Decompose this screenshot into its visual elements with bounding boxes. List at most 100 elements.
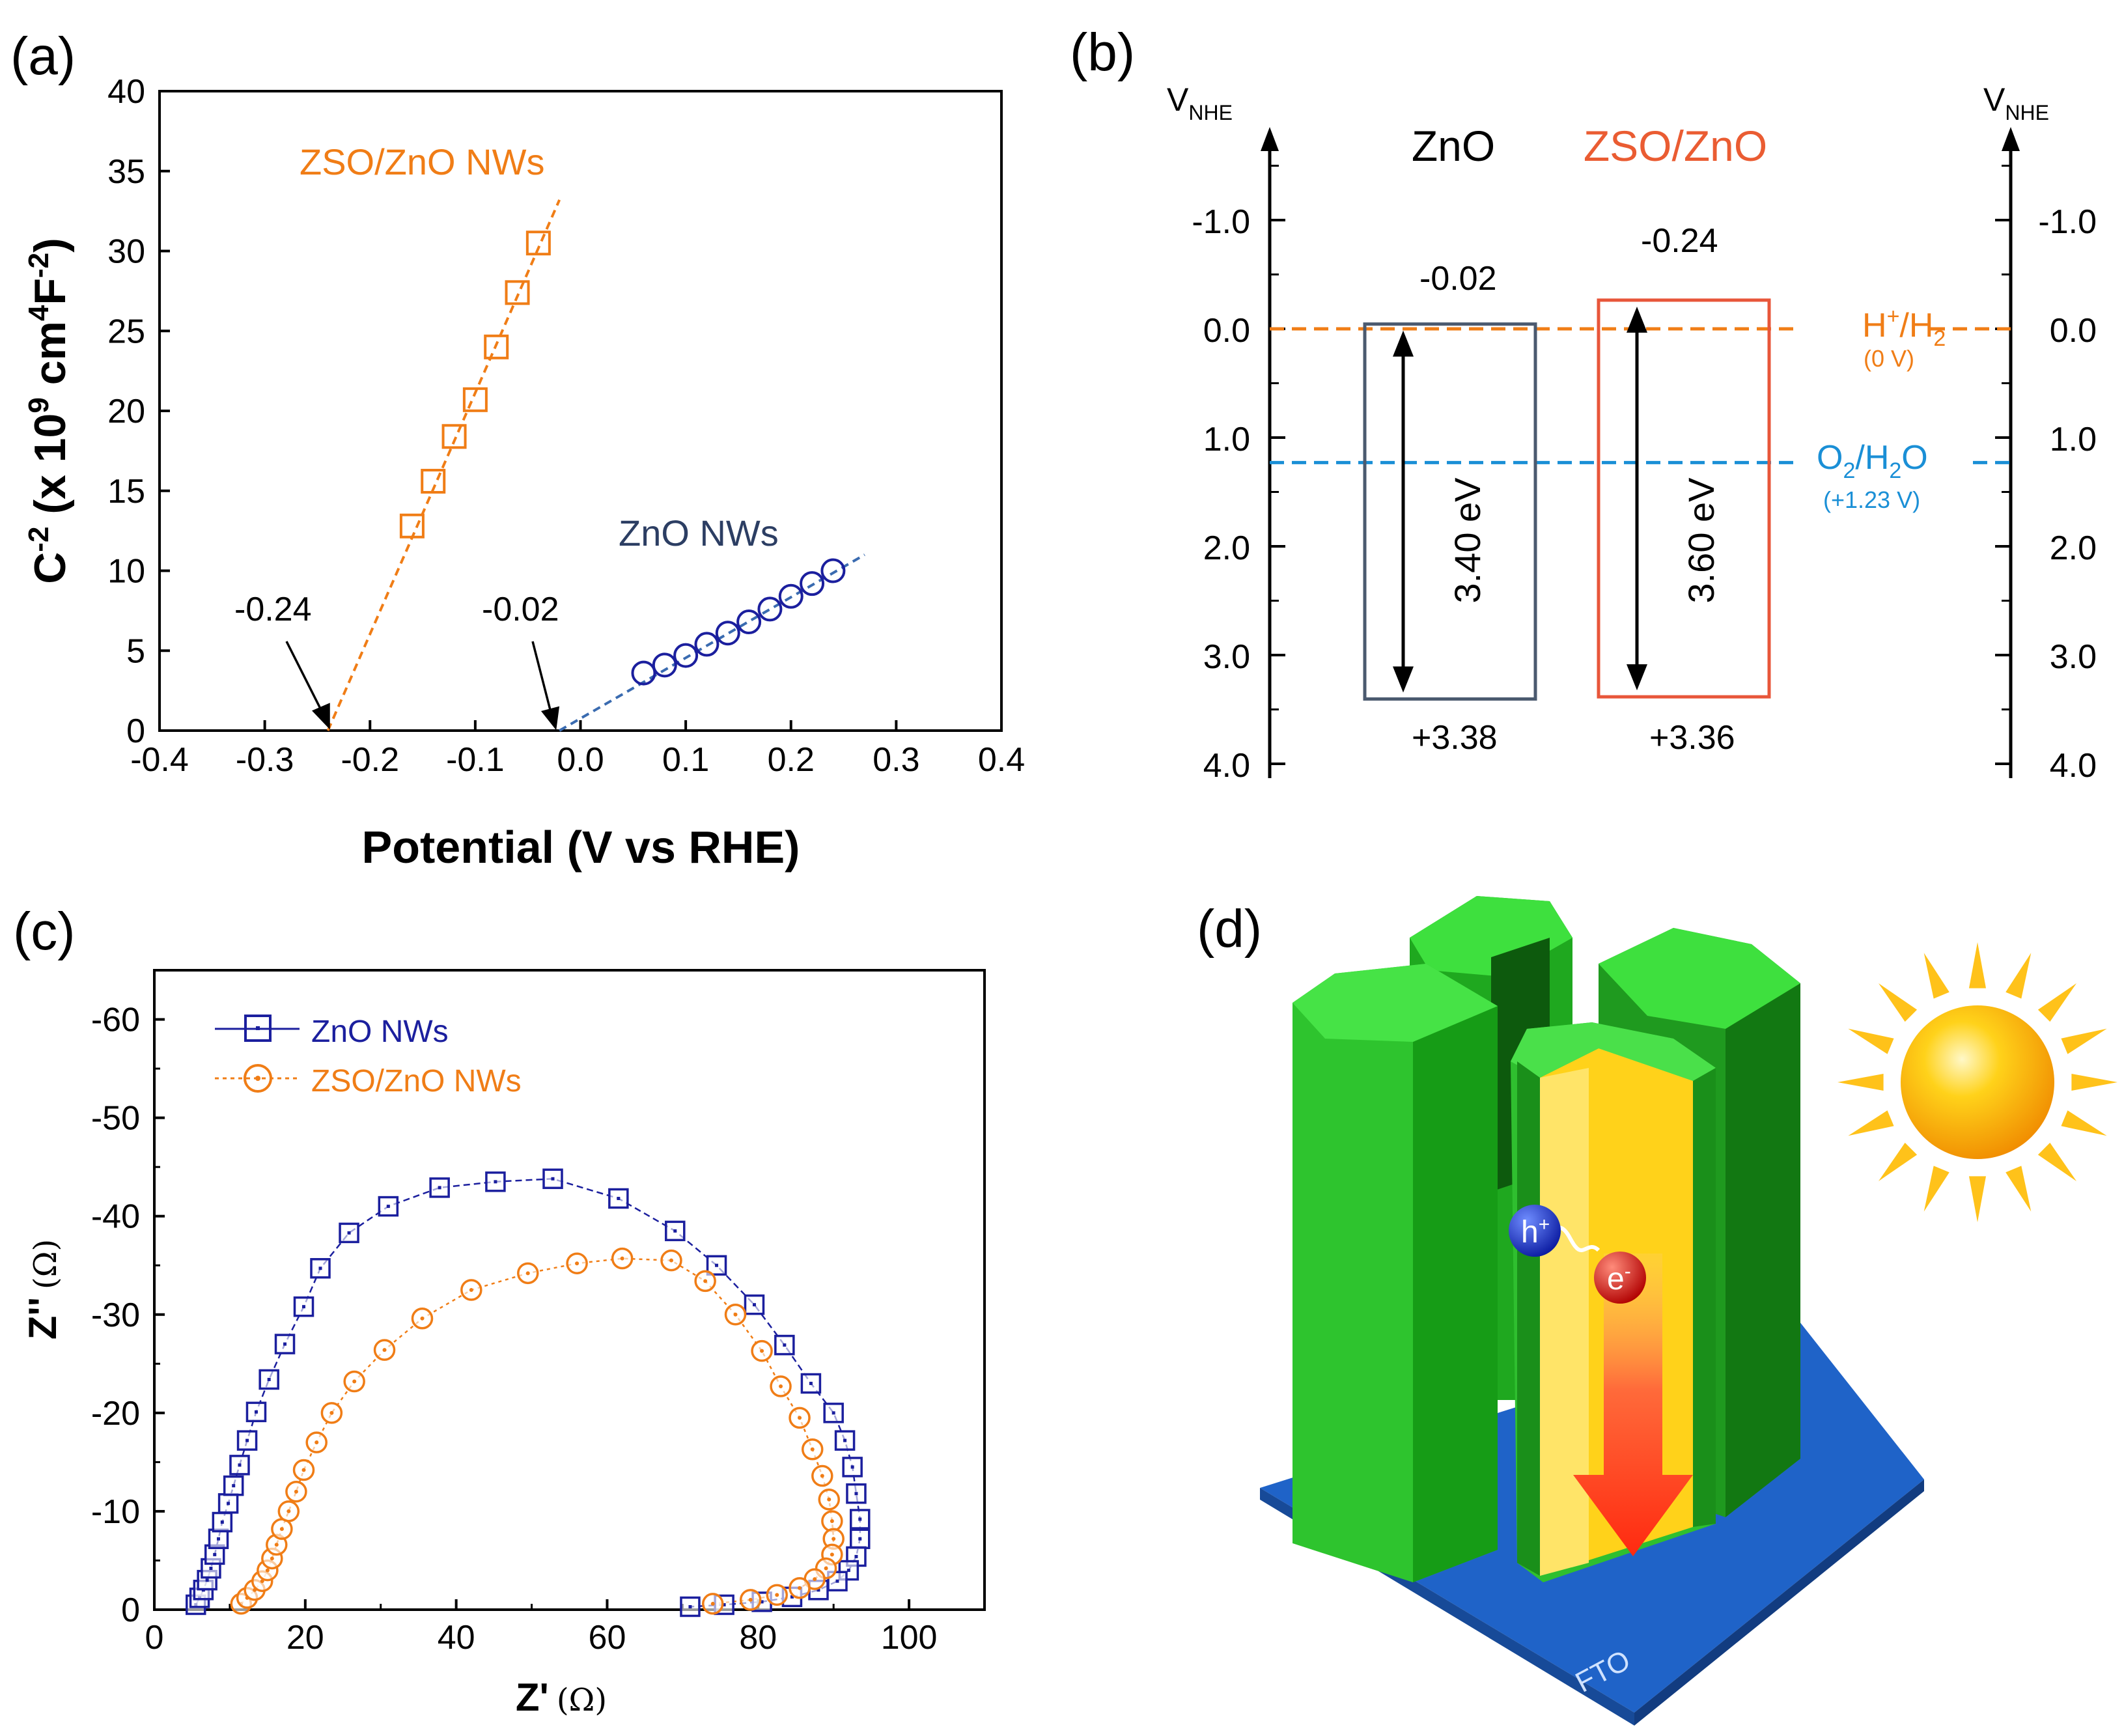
panel-a: (a) -0.4 -0.3 -0.2 -0.1 0.0 0.1 0.2 0.3 0.4 0 5 10… — [10, 27, 1025, 873]
zso-point — [505, 280, 530, 305]
zno-band-box — [1363, 322, 1537, 701]
zso-impedance-point-dot — [274, 1543, 279, 1547]
zno-series-label: ZnO NWs — [619, 512, 779, 553]
zso-point — [525, 231, 551, 256]
a-x-tick-label: 0.4 — [978, 741, 1025, 779]
zno-impedance-point — [680, 1596, 701, 1617]
a-x-tick-label: 0.0 — [557, 741, 604, 779]
panel-b: (b) VNHE -1.0 0.0 1.0 2.0 3.0 4.0 VNHE -1.0 0.… — [1070, 23, 2097, 785]
a-x-tick-label: -0.2 — [341, 741, 399, 779]
right-axis-tick-label: 4.0 — [2050, 747, 2097, 785]
h-level-sublabel: (0 V) — [1864, 345, 1914, 372]
panel-c-plot-frame — [153, 969, 986, 1611]
a-x-tick-label: -0.3 — [236, 741, 294, 779]
zno-impedance-point-dot — [688, 1604, 692, 1608]
zno-impedance-point-dot — [854, 1492, 858, 1496]
zno-impedance-point-dot — [850, 1465, 854, 1469]
nanowire-left — [1293, 964, 1498, 1582]
right-axis-tick-label: 0.0 — [2050, 312, 2097, 350]
zno-impedance-point-dot — [386, 1205, 390, 1209]
zno-impedance-point-dot — [854, 1554, 858, 1558]
zso-impedance-point-dot — [469, 1288, 473, 1292]
a-y-tick-label: 30 — [107, 233, 145, 271]
zno-impedance-point-dot — [232, 1484, 236, 1488]
zso-impedance-point-dot — [760, 1349, 764, 1353]
right-axis-ticks: -1.0 0.0 1.0 2.0 3.0 4.0 — [1995, 165, 2097, 785]
left-axis-tick-label: -1.0 — [1192, 203, 1250, 241]
panel-c-y-axis-title: Z''(Ω) — [21, 1239, 64, 1339]
zso-impedance-point-dot — [831, 1537, 836, 1541]
h-level-label: H+/H2 — [1862, 304, 1946, 351]
electron-icon — [1594, 1252, 1646, 1304]
zno-impedance-point-dot — [843, 1438, 847, 1442]
zno-impedance-point-dot — [752, 1303, 756, 1307]
zno-impedance-point-dot — [831, 1411, 835, 1415]
panel-c-x-ticks: 0 20 40 60 80 100 — [145, 1599, 937, 1657]
zno-impedance-point-dot — [494, 1180, 497, 1184]
c-y-tick-label: 0 — [121, 1591, 140, 1629]
a-x-tick-label: -0.1 — [446, 741, 505, 779]
o-level-sublabel: (+1.23 V) — [1823, 486, 1920, 513]
zso-impedance-point-dot — [265, 1568, 270, 1573]
zso-point — [399, 513, 425, 539]
zso-impedance-point-dot — [748, 1597, 753, 1602]
legend-zso-dot — [255, 1076, 260, 1081]
a-y-tick-label: 40 — [107, 73, 145, 111]
o-level-label: O2/H2O — [1817, 439, 1928, 483]
zno-impedance-point — [834, 1430, 856, 1451]
legend-zno-marker — [244, 1015, 272, 1042]
zno-point — [673, 643, 699, 668]
hole-label: h+ — [1521, 1214, 1550, 1250]
band-gap-arrows — [1393, 306, 1647, 693]
zso-intercept-arrow — [285, 641, 325, 716]
zno-intercept-arrow — [531, 641, 553, 716]
zno-impedance-point-dot — [238, 1463, 242, 1467]
zno-impedance-point — [223, 1475, 244, 1496]
zso-impedance-point-dot — [703, 1279, 708, 1283]
zno-intercept-label: -0.02 — [482, 591, 559, 628]
zno-impedance-point-dot — [809, 1382, 813, 1386]
zno-impedance-point-dot — [673, 1229, 677, 1233]
zso-impedance-point-dot — [710, 1601, 715, 1606]
legend-zso-marker — [244, 1064, 272, 1093]
sun-ray — [2005, 953, 2032, 999]
c-y-tick-label: -50 — [91, 1100, 140, 1138]
zno-impedance-point — [744, 1294, 765, 1315]
zso-cb-label: -0.24 — [1641, 222, 1718, 260]
sun-ray — [1878, 1142, 1918, 1182]
left-axis-ticks: -1.0 0.0 1.0 2.0 3.0 4.0 — [1192, 165, 1285, 785]
zso-impedance-point-dot — [820, 1474, 824, 1478]
zso-impedance-point-dot — [382, 1348, 387, 1352]
right-axis-arrowhead — [2002, 127, 2020, 151]
zso-impedance-point-dot — [779, 1384, 783, 1389]
zno-impedance-point-dot — [817, 1588, 820, 1592]
panel-c: (c) 0 20 40 60 80 100 0 -10 -20 -30 -40 -50 -60 Z'(… — [13, 902, 986, 1719]
nanowire-right-top — [1599, 928, 1800, 1029]
panel-a-x-ticks: -0.4 -0.3 -0.2 -0.1 0.0 0.1 0.2 0.3 0.4 — [130, 720, 1025, 779]
panel-a-fit-lines — [326, 199, 865, 732]
sun-ray — [2005, 1166, 2032, 1212]
nanowire-front-shell-edge — [1517, 1061, 1540, 1576]
a-y-tick-label: 10 — [107, 553, 145, 591]
gap-arrow-head-down — [1393, 666, 1414, 693]
zno-impedance-point-dot — [220, 1520, 224, 1524]
zno-vb-label: +3.38 — [1412, 719, 1498, 757]
zso-impedance-point-dot — [827, 1497, 831, 1502]
zso-impedance-point-dot — [775, 1593, 779, 1597]
zno-impedance-point — [706, 1255, 727, 1276]
panel-c-label: (c) — [13, 902, 76, 961]
zno-impedance-point-dot — [347, 1231, 351, 1235]
zno-impedance-point — [212, 1511, 233, 1533]
zso-impedance-point-dot — [798, 1586, 802, 1590]
panel-d: (d) FTO — [1197, 896, 2117, 1726]
zno-heading: ZnO — [1412, 122, 1495, 170]
nanowire-front-cut: h+ e- — [1509, 1022, 1716, 1582]
sun-ray — [1923, 1166, 1949, 1212]
a-x-tick-label: -0.4 — [130, 741, 189, 779]
zso-impedance-point-dot — [830, 1552, 834, 1557]
zso-impedance-point-dot — [270, 1556, 274, 1561]
legend-zno-dot — [256, 1026, 260, 1030]
left-axis-tick-label: 2.0 — [1203, 529, 1250, 567]
legend-zno-label: ZnO NWs — [311, 1015, 449, 1049]
